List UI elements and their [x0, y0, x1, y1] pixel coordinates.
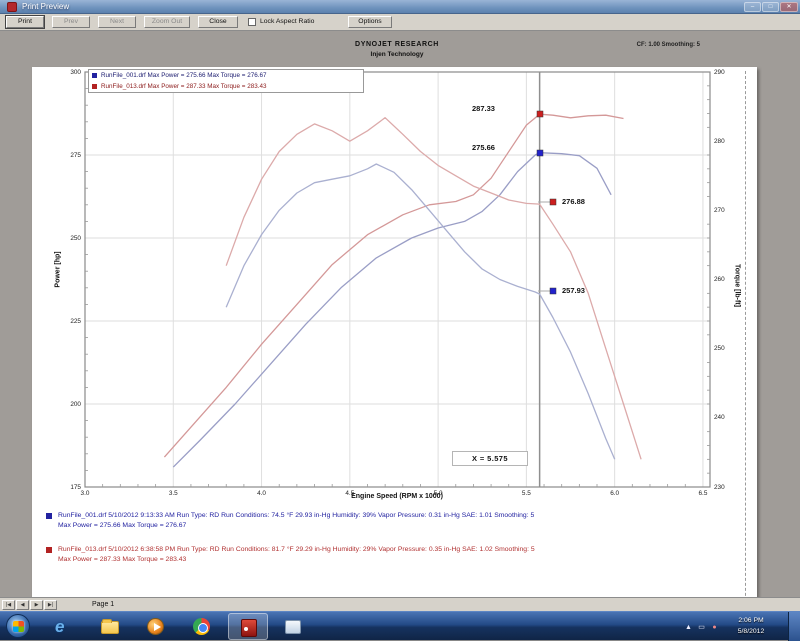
- close-button[interactable]: ✕: [780, 2, 798, 12]
- point-value-label: 287.33: [472, 104, 495, 113]
- prev-page-button[interactable]: ◀: [16, 600, 29, 610]
- next-page-button[interactable]: ▶: [30, 600, 43, 610]
- y-right-tick-label: 270: [714, 206, 725, 214]
- y-left-tick-label: 200: [70, 400, 81, 408]
- taskbar-item-ie[interactable]: e: [44, 613, 84, 640]
- tray-app-status-icon[interactable]: ●: [712, 624, 717, 631]
- y-left-tick-label: 300: [70, 68, 81, 76]
- titlebar: Print Preview – □ ✕: [0, 0, 800, 14]
- print-button[interactable]: Print: [5, 15, 45, 29]
- last-page-button[interactable]: ▶|: [44, 600, 57, 610]
- prev-button[interactable]: Prev: [52, 16, 90, 28]
- run-bullet-blue-icon: [46, 513, 52, 519]
- options-button[interactable]: Options: [348, 16, 392, 28]
- folder-explorer-icon: [101, 619, 119, 634]
- y-right-tick-label: 230: [714, 483, 725, 491]
- legend-text-blue: RunFile_001.drf Max Power = 275.66 Max T…: [101, 72, 267, 79]
- run-info-blue: RunFile_001.drf 5/10/2012 9:13:33 AM Run…: [46, 512, 618, 530]
- y-right-tick-label: 250: [714, 345, 725, 353]
- x-tick-label: 5.5: [521, 490, 531, 497]
- taskbar-clock[interactable]: 2:06 PM 5/8/2012: [722, 615, 780, 637]
- clock-time: 2:06 PM: [738, 617, 764, 624]
- show-desktop-button[interactable]: [788, 612, 800, 641]
- clock-date: 5/8/2012: [737, 628, 765, 635]
- y-right-tick-label: 260: [714, 276, 725, 283]
- legend-row-red: RunFile_013.drf Max Power = 287.33 Max T…: [89, 81, 363, 92]
- toolbar: Print Prev Next Zoom Out Close Lock Aspe…: [0, 14, 800, 31]
- internet-explorer-icon: e: [55, 617, 65, 636]
- lock-aspect-checkbox[interactable]: [248, 18, 256, 26]
- taskbar: e ▲ ▭ ● 2:06 PM 5/8/2012: [0, 611, 800, 641]
- legend-row-blue: RunFile_001.drf Max Power = 275.66 Max T…: [89, 70, 363, 81]
- tray-network-icon[interactable]: ▭: [698, 624, 705, 631]
- x-tick-label: 6.5: [698, 490, 708, 497]
- chrome-icon: [193, 618, 210, 635]
- dyno-software-icon: [241, 619, 257, 637]
- legend-text-red: RunFile_013.drf Max Power = 287.33 Max T…: [101, 83, 267, 90]
- taskbar-item-chrome[interactable]: [182, 613, 222, 640]
- x-tick-label: 4.0: [257, 490, 266, 497]
- run-info-red-line2: Max Power = 287.33 Max Torque = 283.43: [58, 555, 187, 563]
- windows-flag-icon: [13, 621, 24, 632]
- app-icon: [7, 2, 17, 12]
- first-page-button[interactable]: |◀: [2, 600, 15, 610]
- report-page: [32, 67, 757, 621]
- point-value-label: 275.66: [472, 143, 495, 152]
- correction-factor-text: CF: 1.00 Smoothing: 5: [636, 42, 700, 48]
- window-title: Print Preview: [22, 2, 70, 11]
- app-window-icon: [285, 620, 301, 634]
- x-tick-label: 3.0: [80, 490, 90, 497]
- taskbar-item-explorer[interactable]: [90, 613, 130, 640]
- y-right-tick-label: 240: [714, 414, 725, 422]
- cursor-readout: X = 5.575: [452, 451, 528, 466]
- zoom-out-button[interactable]: Zoom Out: [144, 16, 190, 28]
- next-button[interactable]: Next: [98, 16, 136, 28]
- y-left-tick-label: 275: [70, 151, 81, 159]
- report-title: DYNOJET RESEARCH: [355, 41, 439, 48]
- y-left-tick-label: 250: [70, 234, 81, 242]
- y-right-tick-label: 280: [714, 137, 725, 145]
- chart-legend: RunFile_001.drf Max Power = 275.66 Max T…: [88, 69, 364, 93]
- legend-swatch-blue: [92, 73, 97, 78]
- x-tick-label: 4.5: [345, 490, 355, 497]
- point-value-label: 276.88: [562, 197, 585, 206]
- x-tick-label: 3.5: [168, 490, 178, 497]
- lock-aspect-label: Lock Aspect Ratio: [260, 18, 315, 25]
- run-info-blue-line1: RunFile_001.drf 5/10/2012 9:13:33 AM Run…: [58, 512, 535, 519]
- page-indicator: Page 1: [92, 601, 115, 608]
- y-left-tick-label: 225: [70, 317, 81, 325]
- point-value-label: 257.93: [562, 286, 585, 295]
- maximize-button[interactable]: □: [762, 2, 779, 12]
- x-axis-title: Engine Speed (RPM x 1000): [351, 493, 443, 500]
- run-info-blue-line2: Max Power = 275.66 Max Torque = 276.67: [58, 521, 187, 529]
- report-subtitle: Injen Technology: [370, 51, 424, 58]
- y-left-tick-label: 175: [70, 483, 81, 491]
- y-axis-title-torque: Torque [lb-ft]: [733, 263, 741, 308]
- x-tick-label: 6.0: [610, 490, 620, 497]
- start-button[interactable]: [6, 614, 30, 638]
- run-info-red: RunFile_013.drf 5/10/2012 6:38:58 PM Run…: [46, 546, 618, 564]
- run-bullet-red-icon: [46, 547, 52, 553]
- run-info-red-line1: RunFile_013.drf 5/10/2012 6:38:58 PM Run…: [58, 546, 535, 553]
- page-margin-guide: [745, 71, 746, 616]
- legend-swatch-red: [92, 84, 97, 89]
- close-preview-button[interactable]: Close: [198, 16, 238, 28]
- taskbar-item-media-player[interactable]: [136, 613, 176, 640]
- tray-expand-arrow-icon[interactable]: ▲: [685, 624, 692, 631]
- media-player-icon: [147, 618, 164, 635]
- y-right-tick-label: 290: [714, 68, 725, 76]
- taskbar-item-window[interactable]: [274, 613, 314, 640]
- x-tick-label: 5.0: [433, 490, 443, 497]
- statusbar: |◀ ◀ ▶ ▶| Page 1: [0, 597, 800, 611]
- minimize-button[interactable]: –: [744, 2, 761, 12]
- taskbar-item-dyno-app[interactable]: [228, 613, 268, 640]
